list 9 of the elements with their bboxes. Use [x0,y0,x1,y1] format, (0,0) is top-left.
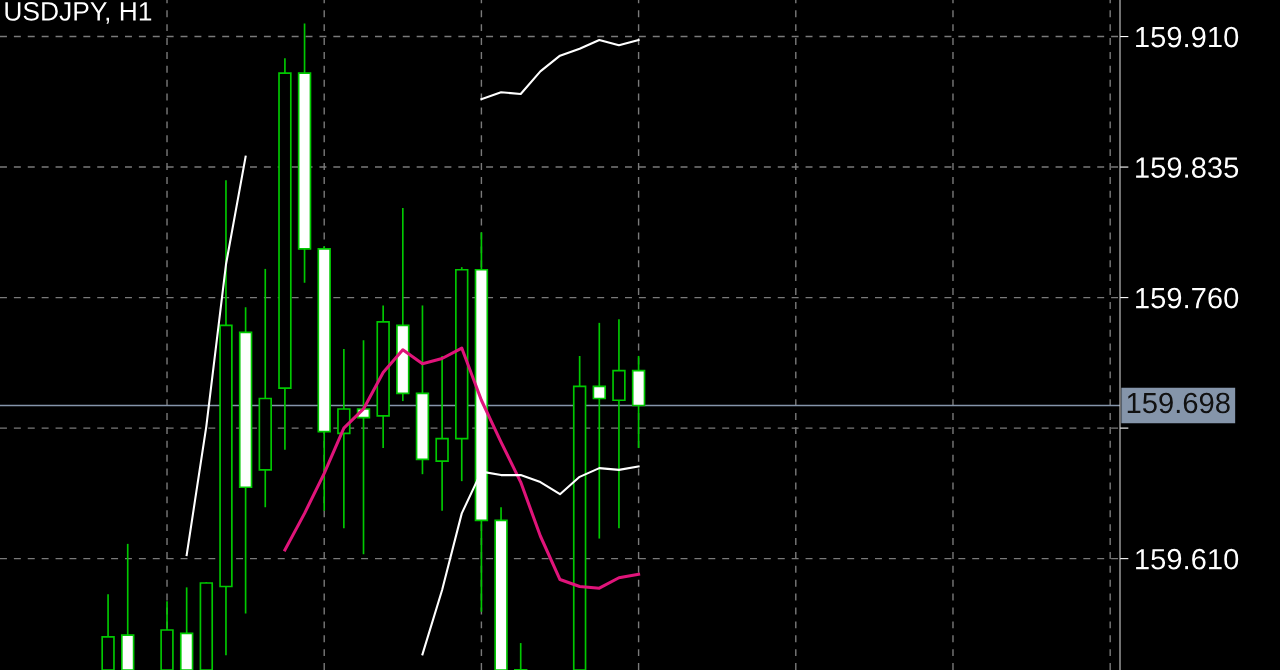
chart-title: USDJPY, H1 [5,2,152,24]
ref-line-label: 159.698 [1127,392,1230,414]
y-tick-label: 159.910 [1136,26,1239,48]
y-tick-label: 159.835 [1136,157,1239,178]
candlestick [513,643,528,670]
y-tick-label: 159.610 [1136,548,1239,570]
candlestick [435,355,449,511]
y-tick-label: 159.760 [1136,287,1239,309]
line-series [283,346,641,590]
